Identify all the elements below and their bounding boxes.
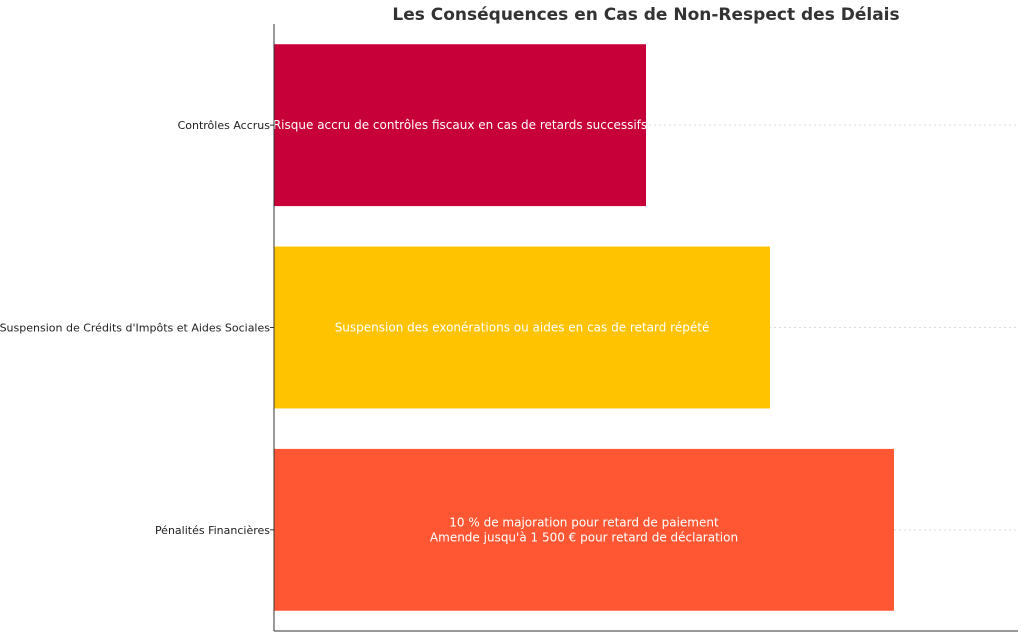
- y-tick-label: Suspension de Crédits d'Impôts et Aides …: [0, 322, 270, 335]
- y-tick-label: Pénalités Financières: [155, 524, 270, 537]
- labels-layer: 10 % de majoration pour retard de paieme…: [273, 118, 738, 544]
- bar-annotation: Suspension des exonérations ou aides en …: [335, 321, 710, 335]
- chart-title: Les Conséquences en Cas de Non-Respect d…: [392, 5, 899, 25]
- bar-1: [274, 448, 894, 611]
- bars-layer: [274, 44, 894, 611]
- bar-annotation: Amende jusqu'à 1 500 € pour retard de dé…: [430, 530, 738, 544]
- ticks-layer: Pénalités Financières Suspension de Crédi…: [0, 119, 274, 537]
- bar-annotation: 10 % de majoration pour retard de paieme…: [449, 515, 719, 529]
- y-tick-label: Contrôles Accrus: [178, 119, 271, 132]
- axis-layer: [273, 24, 1018, 632]
- bar-annotation: Risque accru de contrôles fiscaux en cas…: [273, 118, 647, 132]
- bar-2: [274, 246, 770, 409]
- bar-3: [274, 44, 646, 207]
